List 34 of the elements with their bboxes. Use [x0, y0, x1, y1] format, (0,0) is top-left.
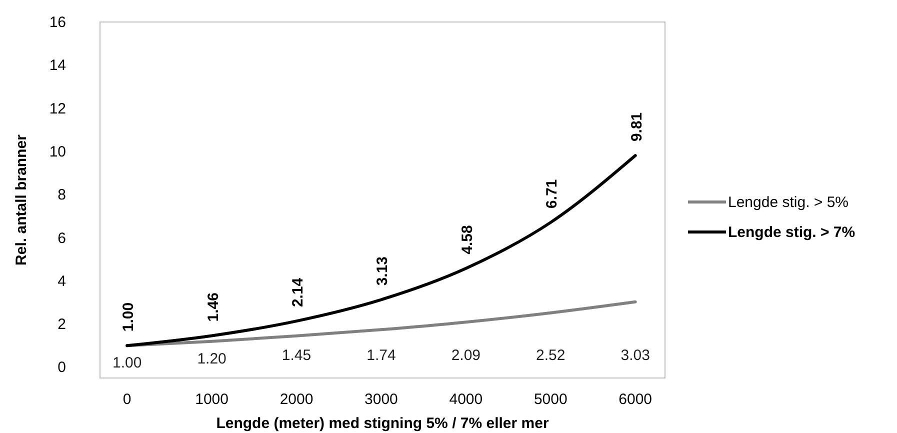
x-tick-label: 4000 [449, 391, 483, 408]
y-axis-title: Rel. antall branner [13, 134, 30, 266]
x-tick-label: 0 [122, 391, 132, 408]
y-tick-label: 12 [49, 100, 66, 118]
data-label: 3.03 [620, 347, 650, 364]
legend-label: Lengde stig. > 5% [728, 194, 849, 211]
data-label: 1.20 [197, 350, 226, 368]
y-tick-label: 16 [49, 14, 66, 31]
data-label: 1.00 [112, 354, 142, 372]
y-tick-label: 6 [58, 230, 66, 247]
x-tick-label: 6000 [618, 391, 652, 408]
y-tick-label: 8 [58, 186, 66, 204]
data-label: 2.09 [451, 347, 481, 364]
x-tick-label: 2000 [280, 391, 314, 408]
data-label: 2.52 [536, 347, 566, 364]
data-label: 1.00 [120, 302, 138, 332]
data-label: 3.13 [374, 256, 392, 286]
y-tick-label: 2 [58, 316, 66, 334]
y-tick-label: 14 [49, 57, 66, 74]
data-label: 9.81 [628, 112, 646, 142]
legend-label: Lengde stig. > 7% [728, 224, 856, 241]
data-label: 6.71 [544, 179, 561, 208]
data-label: 4.58 [458, 225, 476, 254]
data-label: 1.74 [366, 347, 396, 364]
x-tick-label: 1000 [195, 391, 228, 408]
y-tick-label: 4 [58, 272, 66, 290]
data-label: 2.14 [290, 277, 307, 308]
data-label: 1.46 [204, 292, 222, 322]
y-tick-label: 0 [58, 359, 66, 376]
x-tick-label: 3000 [364, 391, 398, 408]
data-label: 1.45 [282, 347, 312, 364]
x-tick-label: 5000 [534, 391, 568, 408]
x-axis-title: Lengde (meter) med stigning 5% / 7% eller mer [216, 415, 549, 432]
y-tick-label: 10 [49, 143, 66, 160]
